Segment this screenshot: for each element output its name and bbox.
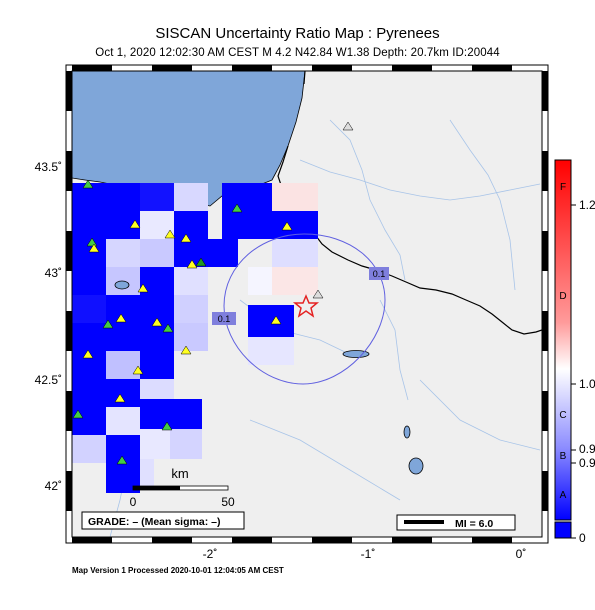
map-frame bbox=[65, 64, 549, 544]
grade-letter: B bbox=[560, 451, 567, 462]
event-info: Oct 1, 2020 12:02:30 AM CEST M 4.2 N42.8… bbox=[95, 47, 500, 59]
stations bbox=[72, 121, 354, 465]
station-triangle bbox=[88, 243, 100, 253]
scale-tick: 0 bbox=[130, 495, 137, 509]
station-triangle bbox=[162, 323, 174, 333]
station-triangle bbox=[281, 221, 293, 231]
station-triangle bbox=[115, 313, 127, 323]
station-triangle bbox=[114, 393, 126, 403]
lake bbox=[342, 350, 370, 358]
svg-text:GRADE: – (Mean sigma: –): GRADE: – (Mean sigma: –) bbox=[88, 516, 220, 528]
station-triangle bbox=[132, 365, 144, 375]
scale-tick: 50 bbox=[221, 495, 235, 509]
epicenter-star bbox=[292, 294, 320, 318]
processing-footer: Map Version 1 Processed 2020-10-01 12:04… bbox=[72, 566, 284, 575]
lake bbox=[114, 280, 130, 290]
grade-letter: C bbox=[559, 410, 566, 421]
scale-unit: km bbox=[171, 466, 188, 481]
svg-text:0.1: 0.1 bbox=[218, 314, 231, 324]
contour-label: 0.1 bbox=[369, 267, 389, 280]
mi-legend: MI = 6.0 bbox=[396, 514, 516, 531]
colorbar-value: 0 bbox=[579, 531, 586, 545]
station-triangle bbox=[161, 421, 173, 431]
station-triangle bbox=[129, 219, 141, 229]
station-triangle bbox=[195, 257, 207, 267]
station-triangle bbox=[82, 349, 94, 359]
station-triangle bbox=[231, 203, 243, 213]
lake bbox=[403, 425, 411, 439]
colorbar-value: 0.9 bbox=[579, 456, 595, 470]
lon-label: 0˚ bbox=[516, 547, 527, 561]
station-triangle bbox=[116, 455, 128, 465]
colorbar-value: 1.2 bbox=[579, 198, 595, 212]
station-triangle bbox=[151, 317, 163, 327]
lat-labels: 43.5˚ 43˚ 42.5˚ 42˚ bbox=[35, 160, 62, 493]
station-triangle bbox=[180, 233, 192, 243]
lat-label: 43˚ bbox=[45, 266, 62, 280]
station-triangle bbox=[72, 409, 84, 419]
station-triangle bbox=[164, 229, 176, 239]
grade-letter: F bbox=[560, 182, 566, 193]
station-triangle bbox=[82, 179, 94, 189]
lat-label: 42˚ bbox=[45, 479, 62, 493]
scale-bar: km 0 50 bbox=[130, 466, 235, 509]
station-triangle bbox=[180, 345, 192, 355]
grade-box: GRADE: – (Mean sigma: –) bbox=[81, 511, 245, 530]
lon-label: -2˚ bbox=[203, 547, 218, 561]
map-title: SISCAN Uncertainty Ratio Map : Pyrenees bbox=[155, 25, 440, 42]
station-triangle bbox=[270, 315, 282, 325]
station-triangle bbox=[102, 319, 114, 329]
contour-label: 0.1 bbox=[212, 312, 236, 325]
grade-letter: A bbox=[560, 490, 567, 501]
lon-labels: -2˚ -1˚ 0˚ bbox=[203, 547, 527, 561]
station-triangle bbox=[86, 237, 98, 247]
svg-text:0.1: 0.1 bbox=[373, 269, 386, 279]
lake bbox=[408, 457, 424, 475]
lat-label: 43.5˚ bbox=[35, 160, 62, 174]
colorbar: F D C B A 1.2 1.0 0.9 0.9 0 bbox=[554, 159, 595, 545]
lat-label: 42.5˚ bbox=[35, 373, 62, 387]
colorbar-value: 0.9 bbox=[579, 442, 595, 456]
station-triangle bbox=[137, 283, 149, 293]
station-triangle bbox=[312, 289, 324, 299]
station-triangle bbox=[342, 121, 354, 131]
station-triangle bbox=[186, 259, 198, 269]
colorbar-value: 1.0 bbox=[579, 377, 595, 391]
lon-label: -1˚ bbox=[361, 547, 376, 561]
svg-text:MI = 6.0: MI = 6.0 bbox=[455, 518, 493, 530]
grade-letter: D bbox=[559, 291, 566, 302]
